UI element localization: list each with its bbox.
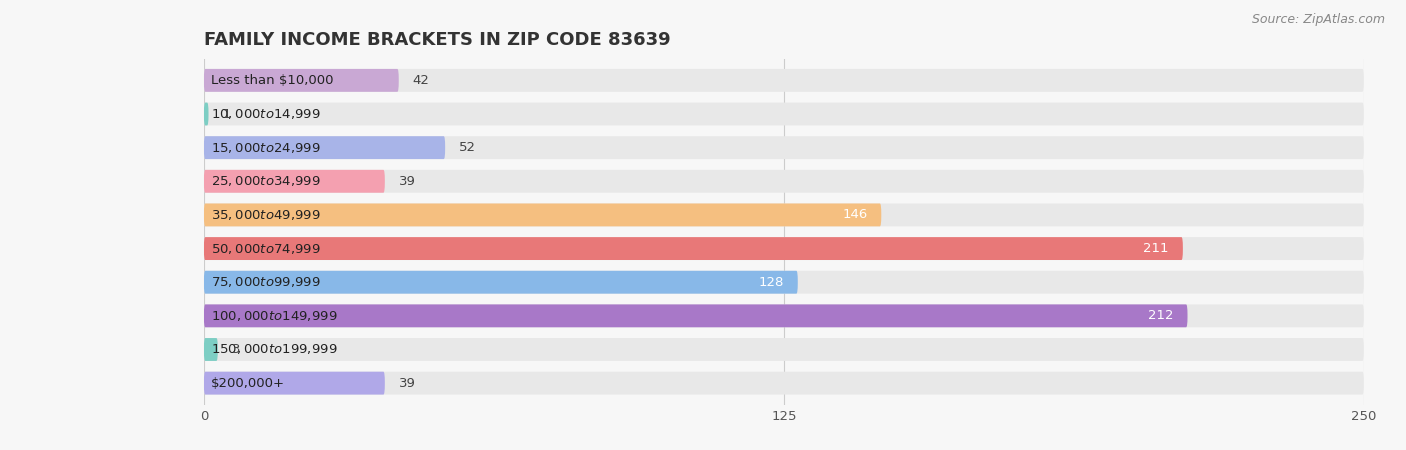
FancyBboxPatch shape — [204, 271, 797, 294]
FancyBboxPatch shape — [204, 338, 1364, 361]
Text: $100,000 to $149,999: $100,000 to $149,999 — [211, 309, 337, 323]
Text: $200,000+: $200,000+ — [211, 377, 285, 390]
Text: 1: 1 — [222, 108, 231, 121]
FancyBboxPatch shape — [204, 103, 208, 126]
FancyBboxPatch shape — [204, 136, 446, 159]
FancyBboxPatch shape — [204, 69, 399, 92]
FancyBboxPatch shape — [204, 237, 1364, 260]
FancyBboxPatch shape — [204, 170, 385, 193]
FancyBboxPatch shape — [204, 103, 1364, 126]
Text: 146: 146 — [842, 208, 868, 221]
Text: $35,000 to $49,999: $35,000 to $49,999 — [211, 208, 321, 222]
FancyBboxPatch shape — [204, 237, 1182, 260]
Text: 42: 42 — [413, 74, 430, 87]
Text: Less than $10,000: Less than $10,000 — [211, 74, 333, 87]
Text: 52: 52 — [458, 141, 477, 154]
Text: $75,000 to $99,999: $75,000 to $99,999 — [211, 275, 321, 289]
Text: $15,000 to $24,999: $15,000 to $24,999 — [211, 141, 321, 155]
Text: 212: 212 — [1149, 309, 1174, 322]
FancyBboxPatch shape — [204, 304, 1188, 327]
Text: $50,000 to $74,999: $50,000 to $74,999 — [211, 242, 321, 256]
FancyBboxPatch shape — [204, 372, 1364, 395]
FancyBboxPatch shape — [204, 203, 1364, 226]
Text: 39: 39 — [399, 175, 416, 188]
FancyBboxPatch shape — [204, 304, 1364, 327]
FancyBboxPatch shape — [204, 372, 385, 395]
FancyBboxPatch shape — [204, 170, 1364, 193]
Text: $10,000 to $14,999: $10,000 to $14,999 — [211, 107, 321, 121]
Text: 128: 128 — [758, 276, 785, 289]
FancyBboxPatch shape — [204, 203, 882, 226]
FancyBboxPatch shape — [204, 338, 218, 361]
FancyBboxPatch shape — [204, 136, 1364, 159]
Text: Source: ZipAtlas.com: Source: ZipAtlas.com — [1251, 14, 1385, 27]
Text: FAMILY INCOME BRACKETS IN ZIP CODE 83639: FAMILY INCOME BRACKETS IN ZIP CODE 83639 — [204, 31, 671, 49]
Text: 3: 3 — [232, 343, 240, 356]
Text: 39: 39 — [399, 377, 416, 390]
Text: $150,000 to $199,999: $150,000 to $199,999 — [211, 342, 337, 356]
FancyBboxPatch shape — [204, 271, 1364, 294]
Text: 211: 211 — [1143, 242, 1168, 255]
FancyBboxPatch shape — [204, 69, 1364, 92]
Text: $25,000 to $34,999: $25,000 to $34,999 — [211, 174, 321, 188]
